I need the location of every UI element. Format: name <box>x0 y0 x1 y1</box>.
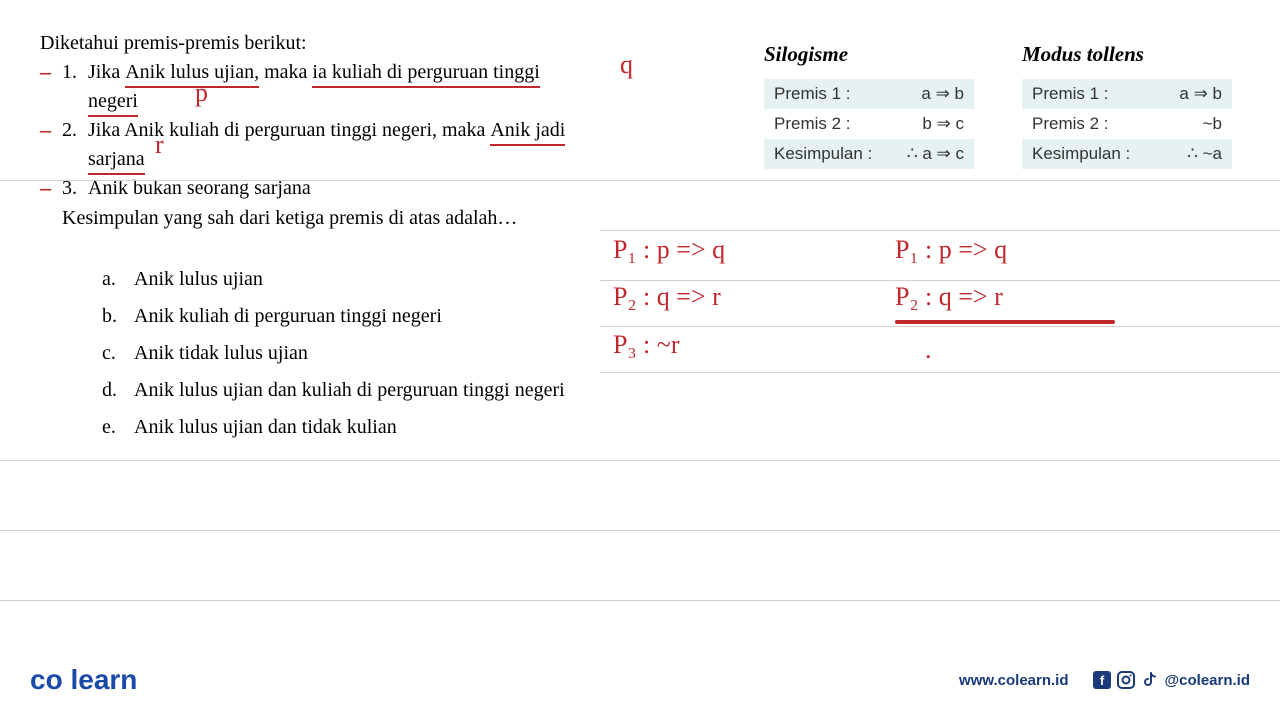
handwriting-p1-left: P₁ : p => q <box>613 235 725 265</box>
premise-text: Jika Anik lulus ujian, maka ia kuliah di… <box>88 59 640 117</box>
dash-marker: – <box>40 59 62 85</box>
premise-num: 2. <box>62 117 88 144</box>
premise-2: – 2. Jika Anik kuliah di perguruan tingg… <box>40 117 640 175</box>
ruled-line <box>0 530 1280 531</box>
option-e: e. Anik lulus ujian dan tidak kulian <box>102 416 1240 439</box>
handwriting-p: p <box>195 78 208 108</box>
svg-text:f: f <box>1099 673 1104 688</box>
premise-1: – 1. Jika Anik lulus ujian, maka ia kuli… <box>40 59 640 117</box>
social-icons: f @colearn.id <box>1093 671 1250 689</box>
logo-co: co <box>30 664 63 695</box>
option-d: d. Anik lulus ujian dan kuliah di pergur… <box>102 379 1240 402</box>
footer: co learn www.colearn.id f @colearn.id <box>30 664 1250 696</box>
facebook-icon: f <box>1093 671 1111 689</box>
ruled-line <box>600 230 1280 231</box>
silogisme-table: Silogisme Premis 1 : a ⇒ b Premis 2 : b … <box>764 42 974 169</box>
footer-url: www.colearn.id <box>959 672 1068 689</box>
question-intro: Diketahui premis-premis berikut: <box>40 30 640 57</box>
red-underline <box>895 320 1115 324</box>
table-row: Premis 1 : a ⇒ b <box>1022 79 1232 109</box>
table-row: Premis 2 : b ⇒ c <box>764 109 974 139</box>
reference-tables: Silogisme Premis 1 : a ⇒ b Premis 2 : b … <box>764 42 1232 169</box>
dash-marker: – <box>40 117 62 143</box>
instagram-icon <box>1117 671 1135 689</box>
handwriting-p1-right: P₁ : p => q <box>895 235 1007 265</box>
premise-text: Jika Anik kuliah di perguruan tinggi neg… <box>88 117 640 175</box>
modus-tollens-table: Modus tollens Premis 1 : a ⇒ b Premis 2 … <box>1022 42 1232 169</box>
table-row: Kesimpulan : ∴ ~a <box>1022 139 1232 169</box>
tiktok-icon <box>1141 671 1159 689</box>
ruled-line <box>0 600 1280 601</box>
table-title: Modus tollens <box>1022 42 1232 67</box>
ruled-line <box>600 372 1280 373</box>
table-row: Premis 2 : ~b <box>1022 109 1232 139</box>
ruled-line <box>0 460 1280 461</box>
handwriting-r: r <box>155 130 164 160</box>
ruled-line <box>600 280 1280 281</box>
premise-num: 1. <box>62 59 88 86</box>
conclusion-question: Kesimpulan yang sah dari ketiga premis d… <box>62 205 640 232</box>
handwriting-p3-left: P₃ : ~r <box>613 330 679 360</box>
table-row: Premis 1 : a ⇒ b <box>764 79 974 109</box>
footer-right: www.colearn.id f @colearn.id <box>959 671 1250 689</box>
logo-learn: learn <box>70 664 137 695</box>
table-row: Kesimpulan : ∴ a ⇒ c <box>764 139 974 169</box>
handwriting-p2-left: P₂ : q => r <box>613 282 721 312</box>
logo: co learn <box>30 664 137 696</box>
footer-handle: @colearn.id <box>1165 672 1250 689</box>
handwriting-p2-right: P₂ : q => r <box>895 282 1003 312</box>
question-block: Diketahui premis-premis berikut: – 1. Ji… <box>40 30 640 232</box>
handwriting-dot: . <box>925 335 932 365</box>
ruled-line <box>0 180 1280 181</box>
ruled-line <box>600 326 1280 327</box>
page: Diketahui premis-premis berikut: – 1. Ji… <box>0 0 1280 720</box>
dash-marker: – <box>40 175 62 201</box>
handwriting-q: q <box>620 50 633 80</box>
table-title: Silogisme <box>764 42 974 67</box>
